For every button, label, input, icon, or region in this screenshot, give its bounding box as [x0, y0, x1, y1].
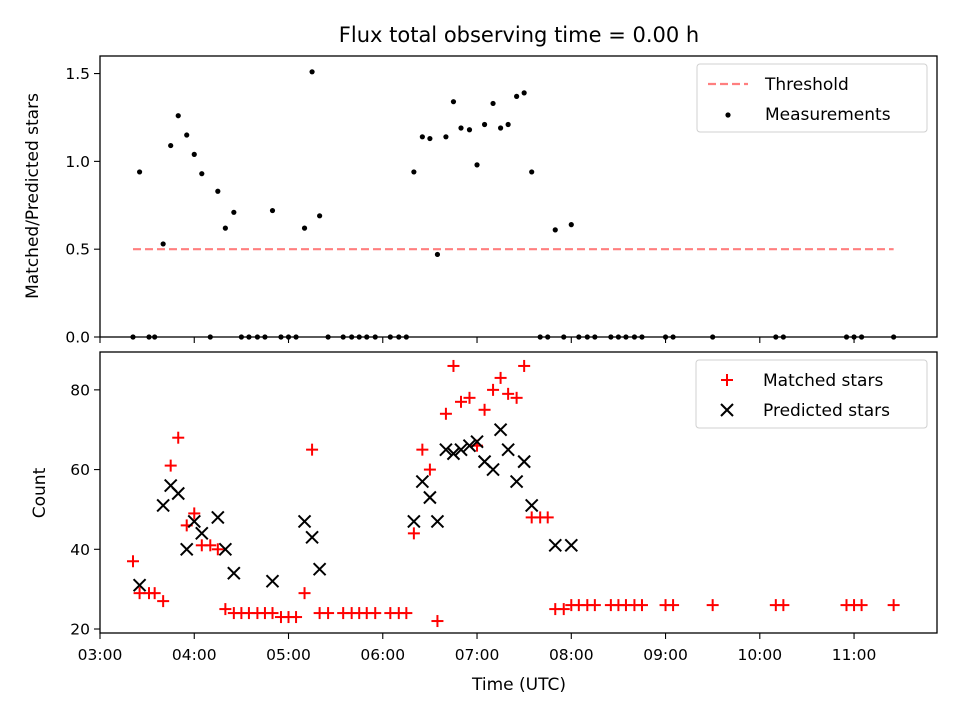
x-tick-label: 08:00 — [549, 646, 594, 664]
measurement-point — [199, 171, 204, 176]
x-tick-label: 11:00 — [832, 646, 877, 664]
measurement-point — [553, 227, 558, 232]
measurement-point — [184, 132, 189, 137]
measurement-point — [420, 134, 425, 139]
measurement-point — [498, 125, 503, 130]
measurement-point — [427, 136, 432, 141]
bottom-y-axis-label: Count — [30, 467, 50, 518]
measurement-point — [231, 210, 236, 215]
y-tick-label: 0.0 — [65, 329, 90, 347]
y-tick-label: 20 — [70, 621, 90, 639]
y-tick-label: 40 — [70, 541, 90, 559]
matched-legend-label: Matched stars — [763, 371, 883, 391]
y-tick-label: 1.5 — [65, 65, 90, 83]
top-y-axis-label: Matched/Predicted stars — [23, 93, 43, 299]
chart-title: Flux total observing time = 0.00 h — [339, 23, 699, 47]
measurement-point — [192, 152, 197, 157]
measurements-legend-label: Measurements — [765, 105, 891, 125]
measurement-point — [435, 252, 440, 257]
top-legend: Threshold Measurements — [697, 64, 927, 132]
x-tick-label: 03:00 — [78, 646, 123, 664]
x-tick-label: 05:00 — [266, 646, 311, 664]
measurement-point — [176, 113, 181, 118]
measurement-point — [302, 226, 307, 231]
measurement-point — [309, 69, 314, 74]
x-tick-label: 09:00 — [643, 646, 688, 664]
y-tick-label: 80 — [70, 381, 90, 399]
measurement-point — [223, 226, 228, 231]
measurement-point — [490, 101, 495, 106]
measurement-point — [506, 122, 511, 127]
measurement-point — [270, 208, 275, 213]
measurement-point — [161, 241, 166, 246]
bottom-legend: Matched stars Predicted stars — [696, 360, 927, 428]
measurements-legend-swatch — [725, 112, 730, 117]
measurement-point — [443, 134, 448, 139]
threshold-legend-label: Threshold — [764, 75, 849, 95]
measurement-point — [451, 99, 456, 104]
measurement-point — [482, 122, 487, 127]
y-tick-label: 1.0 — [65, 153, 90, 171]
predicted-legend-label: Predicted stars — [763, 401, 890, 421]
x-tick-label: 10:00 — [737, 646, 782, 664]
x-axis-label: Time (UTC) — [471, 675, 566, 695]
x-tick-label: 06:00 — [360, 646, 405, 664]
measurement-point — [458, 125, 463, 130]
x-tick-label: 04:00 — [172, 646, 217, 664]
measurement-point — [317, 213, 322, 218]
y-tick-label: 0.5 — [65, 241, 90, 259]
measurement-point — [529, 169, 534, 174]
measurement-point — [514, 94, 519, 99]
measurement-point — [467, 127, 472, 132]
figure-canvas: Flux total observing time = 0.00 h Match… — [0, 0, 960, 720]
measurement-point — [569, 222, 574, 227]
measurement-point — [474, 162, 479, 167]
measurement-point — [168, 143, 173, 148]
measurement-point — [522, 90, 527, 95]
measurement-point — [411, 169, 416, 174]
x-tick-label: 07:00 — [455, 646, 500, 664]
measurement-point — [215, 189, 220, 194]
y-tick-label: 60 — [70, 461, 90, 479]
measurement-point — [137, 169, 142, 174]
